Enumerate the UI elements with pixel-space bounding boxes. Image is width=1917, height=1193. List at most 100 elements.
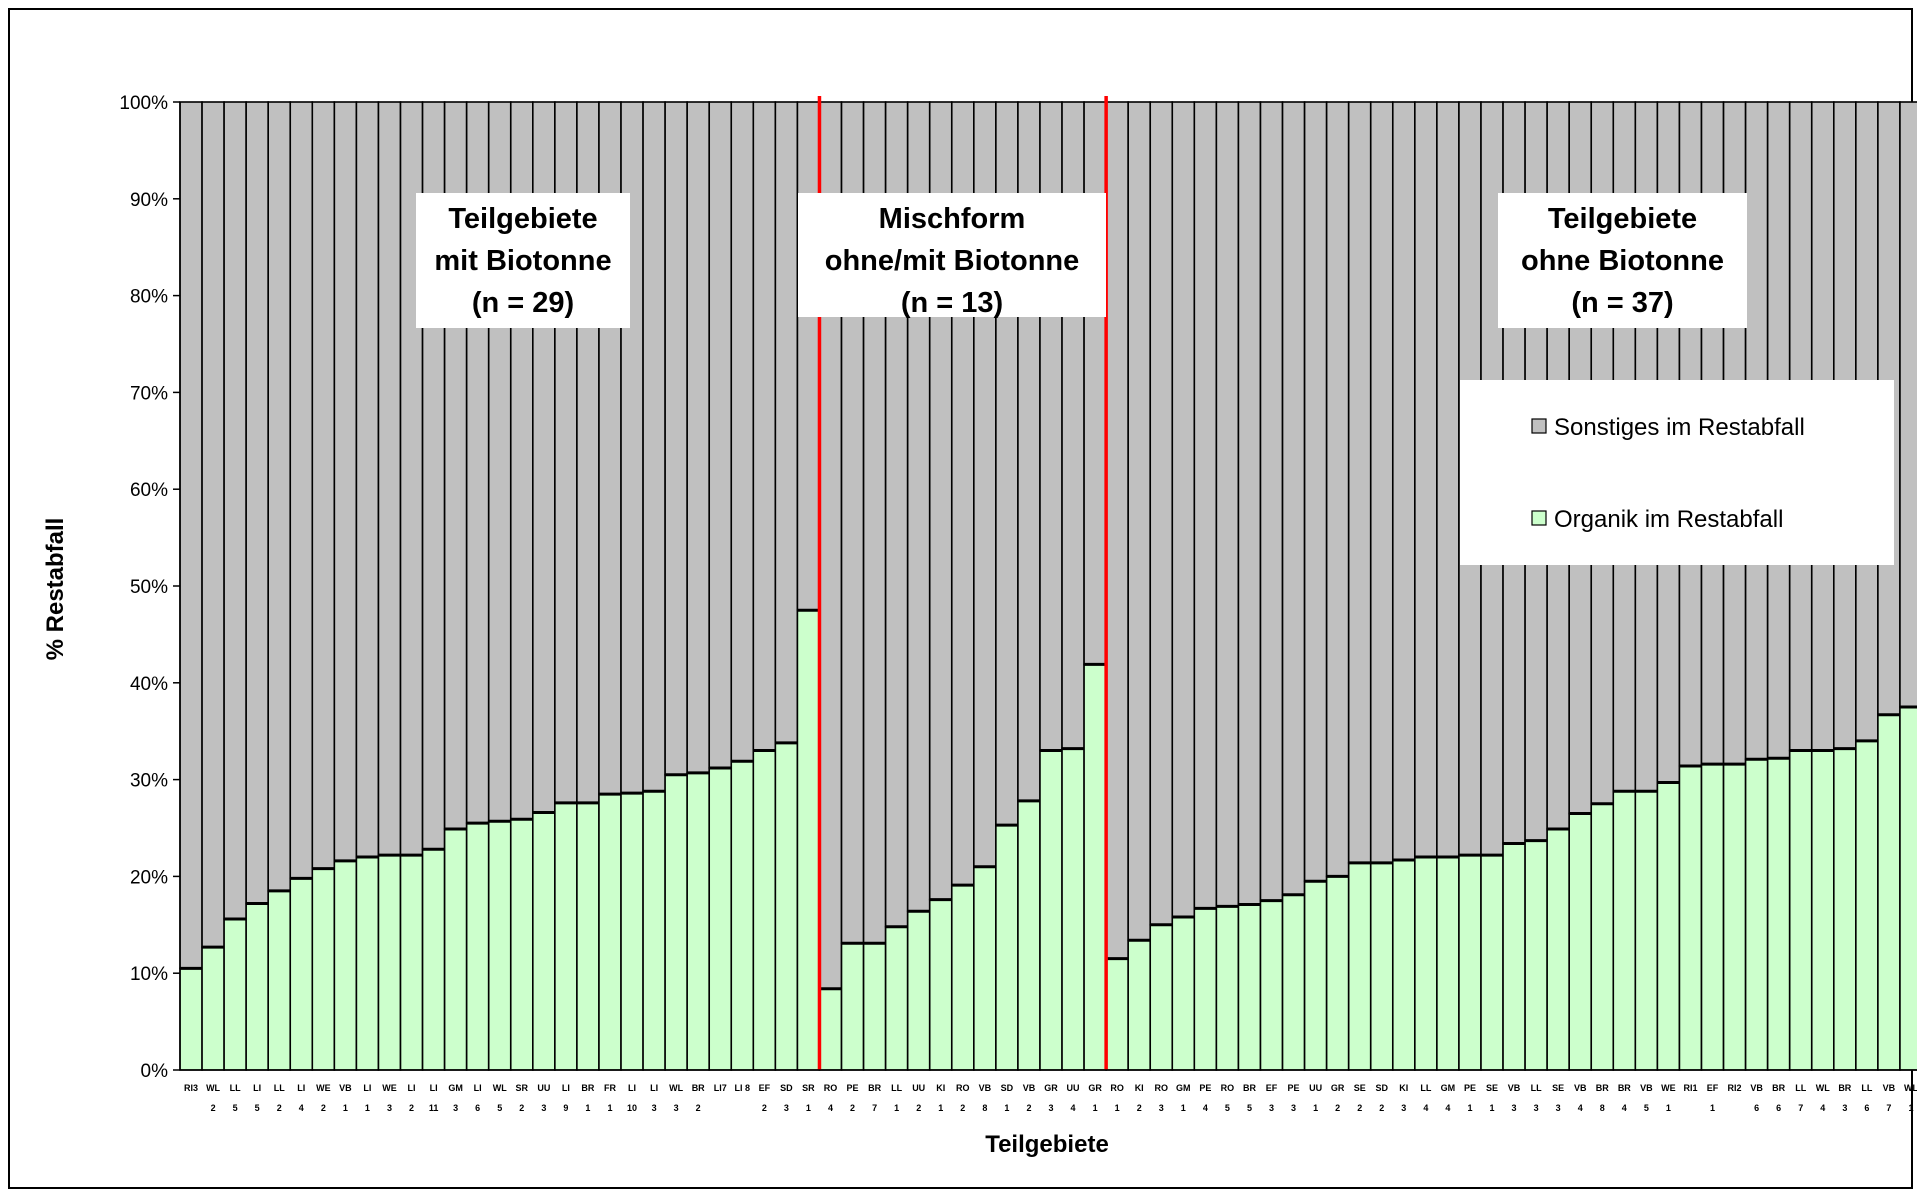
- x-category-label: GM: [1441, 1083, 1456, 1093]
- bar-organik: [884, 925, 909, 1071]
- y-tick-label: 100%: [119, 93, 168, 114]
- x-category-label: 1: [938, 1103, 943, 1113]
- bar-organik: [796, 609, 821, 1071]
- x-category-label: WL: [1816, 1083, 1830, 1093]
- bar-organik: [1193, 907, 1218, 1071]
- bar-sonstiges: [1105, 101, 1129, 960]
- x-category-label: 2: [960, 1103, 965, 1113]
- x-axis-title: Teilgebiete: [985, 1131, 1109, 1158]
- bar-organik: [1832, 747, 1857, 1071]
- x-category-label: VB: [1640, 1083, 1653, 1093]
- x-category-label: SE: [1552, 1083, 1564, 1093]
- bar-organik: [752, 749, 777, 1071]
- x-category-label: 1: [1115, 1103, 1120, 1113]
- x-category-label: 1: [365, 1103, 370, 1113]
- bar-organik: [686, 772, 711, 1071]
- bar-sonstiges: [1193, 101, 1218, 910]
- bar-sonstiges: [333, 101, 358, 862]
- x-category-label: WE: [316, 1083, 331, 1093]
- bar-organik: [245, 902, 270, 1071]
- bar-sonstiges: [1436, 101, 1460, 858]
- bar-sonstiges: [1083, 101, 1107, 666]
- x-category-label: BR: [868, 1083, 881, 1093]
- x-category-label: 2: [409, 1103, 414, 1113]
- x-category-label: 1: [894, 1103, 899, 1113]
- x-category-label: 3: [1159, 1103, 1164, 1113]
- y-tick-label: 50%: [130, 577, 168, 598]
- y-tick-label: 30%: [130, 771, 168, 792]
- x-category-label: EF: [759, 1083, 771, 1093]
- x-category-label: WL: [206, 1083, 220, 1093]
- x-category-label: 2: [519, 1103, 524, 1113]
- x-category-label: LI: [297, 1083, 305, 1093]
- group-label-line: Teilgebiete: [1548, 203, 1697, 235]
- group-label-line: mit Biotonne: [434, 245, 611, 277]
- x-category-label: 3: [1512, 1103, 1517, 1113]
- x-category-label: 3: [1401, 1103, 1406, 1113]
- y-tick-label: 60%: [130, 480, 168, 501]
- bar-sonstiges: [1325, 101, 1350, 878]
- x-category-label: 3: [652, 1103, 657, 1113]
- x-category-label: 3: [674, 1103, 679, 1113]
- bar-organik: [1458, 854, 1482, 1071]
- x-category-label: KI: [1135, 1083, 1144, 1093]
- bar-organik: [465, 822, 490, 1071]
- legend-swatch: [1531, 418, 1547, 434]
- bar-organik: [995, 824, 1019, 1071]
- bar-organik: [973, 865, 997, 1071]
- legend-box: [1460, 380, 1894, 565]
- x-category-label: 1: [1004, 1103, 1009, 1113]
- group-label-line: Teilgebiete: [448, 203, 597, 235]
- x-category-label: 5: [1644, 1103, 1649, 1113]
- bar-sonstiges: [664, 101, 688, 776]
- x-category-label: BR: [1772, 1083, 1785, 1093]
- bar-organik: [377, 854, 402, 1071]
- bar-sonstiges: [223, 101, 247, 920]
- bar-organik: [620, 792, 644, 1071]
- legend: Sonstiges im Restabfall Organik im Restab…: [1460, 380, 1894, 565]
- bar-organik: [1281, 893, 1306, 1071]
- bar-sonstiges: [1127, 101, 1152, 942]
- bar-organik: [1634, 790, 1659, 1071]
- bar-organik: [1105, 957, 1129, 1071]
- x-category-label: 7: [1798, 1103, 1803, 1113]
- bar-sonstiges: [1281, 101, 1306, 896]
- bar-organik: [289, 877, 314, 1071]
- bar-sonstiges: [1303, 101, 1328, 883]
- x-category-label: 4: [1423, 1103, 1428, 1113]
- bar-organik: [1215, 905, 1240, 1071]
- x-category-label: WL: [1904, 1083, 1917, 1093]
- bar-organik: [1678, 765, 1703, 1071]
- bar-organik: [906, 910, 931, 1071]
- bar-organik: [1810, 749, 1835, 1071]
- bar-organik: [1017, 800, 1041, 1071]
- x-category-label: RO: [1221, 1083, 1235, 1093]
- x-category-label: RO: [956, 1083, 970, 1093]
- x-category-label: RI2: [1728, 1083, 1742, 1093]
- bar-organik: [1480, 854, 1504, 1071]
- x-category-label: 3: [1048, 1103, 1053, 1113]
- group-label-box: [1498, 193, 1747, 328]
- y-tick-label: 10%: [130, 964, 168, 985]
- legend-label: Organik im Restabfall: [1554, 506, 1783, 533]
- x-category-label: EF: [1266, 1083, 1278, 1093]
- x-category-label: PE: [847, 1083, 859, 1093]
- bar-organik: [1877, 713, 1901, 1071]
- x-category-label: SD: [1001, 1083, 1014, 1093]
- x-category-label: 1: [806, 1103, 811, 1113]
- y-tick-label: 90%: [130, 190, 168, 211]
- x-category-label: LL: [1861, 1083, 1872, 1093]
- x-category-label: UU: [537, 1083, 550, 1093]
- bar-sonstiges: [774, 101, 799, 744]
- x-category-label: GR: [1088, 1083, 1102, 1093]
- x-category-label: 2: [1357, 1103, 1362, 1113]
- bar-organik: [1436, 856, 1460, 1071]
- bar-sonstiges: [267, 101, 292, 892]
- bar-sonstiges: [245, 101, 270, 905]
- bar-organik: [1083, 663, 1107, 1071]
- x-axis: RI3 WL2LL5LI5LL2LI4WE2VB1LI1WE3LI2LI11GM3…: [180, 1069, 1917, 1113]
- x-category-label: 4: [299, 1103, 304, 1113]
- x-category-label: 2: [696, 1103, 701, 1113]
- bar-organik: [554, 802, 578, 1071]
- x-category-label: BR: [1596, 1083, 1609, 1093]
